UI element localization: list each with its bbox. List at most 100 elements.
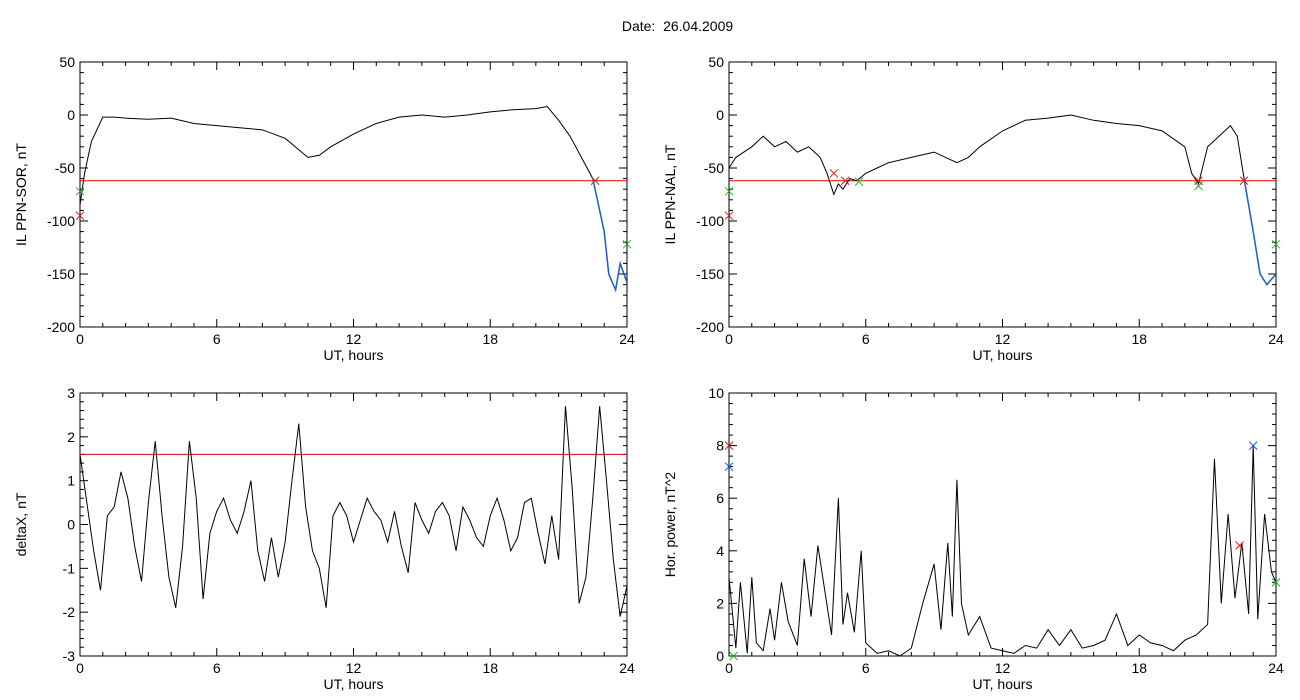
marker-stroke — [622, 239, 632, 249]
page-title: Date: 26.04.2009 — [0, 18, 1300, 34]
x-tick-label: 24 — [619, 660, 635, 676]
marker-green-x — [1271, 578, 1281, 587]
x-axis-label: UT, hours — [324, 347, 384, 363]
marker-green-x — [622, 239, 632, 249]
x-tick-label: 12 — [346, 331, 362, 347]
data-line — [729, 445, 1276, 656]
x-tick-label: 18 — [482, 331, 498, 347]
marker-green-x — [729, 651, 738, 661]
y-tick-label: 8 — [716, 438, 724, 454]
chart-panel-il-ppn-nal: 0 6 12 18 24 50 0 -50 -100 -150 -200 UT, hours IL PP… — [662, 54, 1284, 363]
marker-stroke — [854, 177, 864, 187]
y-tick-label: 50 — [708, 54, 724, 70]
y-tick-label: 0 — [67, 107, 75, 123]
plot-frame — [79, 392, 628, 657]
data-line — [80, 406, 627, 617]
x-tick-label: 0 — [725, 660, 733, 676]
date-label: Date: — [621, 18, 656, 34]
y-axis-label: IL PPN-NAL, nT — [662, 144, 678, 244]
y-tick-label: 1 — [67, 473, 75, 489]
y-tick-label: 0 — [716, 648, 724, 664]
x-tick-label: 24 — [619, 331, 635, 347]
marker-red-x — [840, 176, 850, 186]
data-line — [80, 105, 627, 292]
marker-stroke — [840, 176, 850, 186]
x-tick-label: 24 — [1268, 331, 1284, 347]
marker-stroke — [1235, 541, 1244, 550]
y-tick-label: -1 — [63, 560, 76, 576]
y-tick-label: -150 — [696, 266, 724, 282]
marker-red-x — [724, 211, 734, 221]
y-tick-label: 6 — [716, 490, 724, 506]
plot-area — [80, 105, 627, 293]
marker-red-x — [1239, 176, 1249, 186]
y-tick-label: 3 — [67, 385, 75, 401]
x-tick-label: 0 — [725, 331, 733, 347]
marker-stroke — [724, 211, 734, 221]
x-tick-label: 18 — [1131, 660, 1147, 676]
marker-stroke — [724, 186, 734, 196]
y-tick-label: 4 — [716, 543, 724, 559]
x-tick-label: 12 — [346, 660, 362, 676]
y-tick-label: -100 — [696, 213, 724, 229]
marker-blue-x — [1248, 441, 1258, 450]
y-tick-label: -200 — [47, 319, 75, 335]
chart-panel-il-ppn-sor: 0 6 12 18 24 50 0 -50 -100 -150 -200 UT, hours IL PP… — [13, 54, 635, 363]
y-tick-label: -100 — [47, 213, 75, 229]
marker-green-x — [724, 186, 734, 196]
y-tick-label: 50 — [59, 54, 75, 70]
marker-stroke — [1271, 239, 1281, 249]
marker-red-x — [724, 441, 734, 450]
plot-area — [729, 445, 1276, 656]
chart-panel-hor-power: 0 6 12 18 24 10 8 6 4 2 0 UT, hours Hor. power, nT^2 — [662, 385, 1284, 692]
x-tick-label: 12 — [995, 331, 1011, 347]
x-tick-label: 6 — [862, 660, 870, 676]
y-tick-label: -2 — [63, 604, 76, 620]
marker-stroke — [1239, 176, 1249, 186]
y-tick-label: 0 — [67, 517, 75, 533]
marker-stroke — [590, 176, 600, 186]
x-tick-label: 18 — [1131, 331, 1147, 347]
marker-stroke — [724, 441, 734, 450]
y-tick-label: 10 — [708, 385, 724, 401]
marker-red-x — [1235, 541, 1244, 550]
marker-stroke — [1271, 578, 1281, 587]
plot-frame — [728, 61, 1277, 328]
y-tick-label: 2 — [716, 595, 724, 611]
x-axis-label: UT, hours — [973, 676, 1033, 692]
marker-green-x — [1271, 239, 1281, 249]
y-tick-label: 0 — [716, 107, 724, 123]
plot-area — [80, 406, 627, 617]
plot-area — [729, 114, 1276, 286]
x-tick-label: 6 — [862, 331, 870, 347]
y-tick-label: -150 — [47, 266, 75, 282]
marker-red-x — [829, 168, 839, 178]
x-tick-label: 0 — [76, 660, 84, 676]
y-tick-label: -200 — [696, 319, 724, 335]
date-value: 26.04.2009 — [663, 18, 734, 34]
marker-green-x — [1194, 181, 1203, 191]
x-tick-label: 24 — [1268, 660, 1284, 676]
y-tick-label: -3 — [63, 648, 76, 664]
y-axis-label: IL PPN-SOR, nT — [13, 143, 29, 246]
plot-frame — [79, 61, 628, 328]
x-axis-label: UT, hours — [324, 676, 384, 692]
x-tick-label: 12 — [995, 660, 1011, 676]
active-segment-line — [592, 178, 627, 293]
x-tick-label: 6 — [213, 660, 221, 676]
x-tick-label: 18 — [482, 660, 498, 676]
y-tick-label: 2 — [67, 429, 75, 445]
marker-stroke — [75, 211, 85, 221]
marker-stroke — [729, 651, 738, 661]
y-tick-label: -50 — [55, 160, 75, 176]
marker-red-x — [75, 211, 85, 221]
marker-stroke — [829, 168, 839, 178]
marker-stroke — [724, 462, 734, 471]
marker-red-x — [590, 176, 600, 186]
x-tick-label: 6 — [213, 331, 221, 347]
y-tick-label: -50 — [704, 160, 724, 176]
chart-panel-deltax: 0 6 12 18 24 3 2 1 0 -1 -2 -3 UT, hours deltaX, nT — [13, 385, 635, 692]
marker-stroke — [75, 186, 85, 196]
x-axis-label: UT, hours — [973, 347, 1033, 363]
